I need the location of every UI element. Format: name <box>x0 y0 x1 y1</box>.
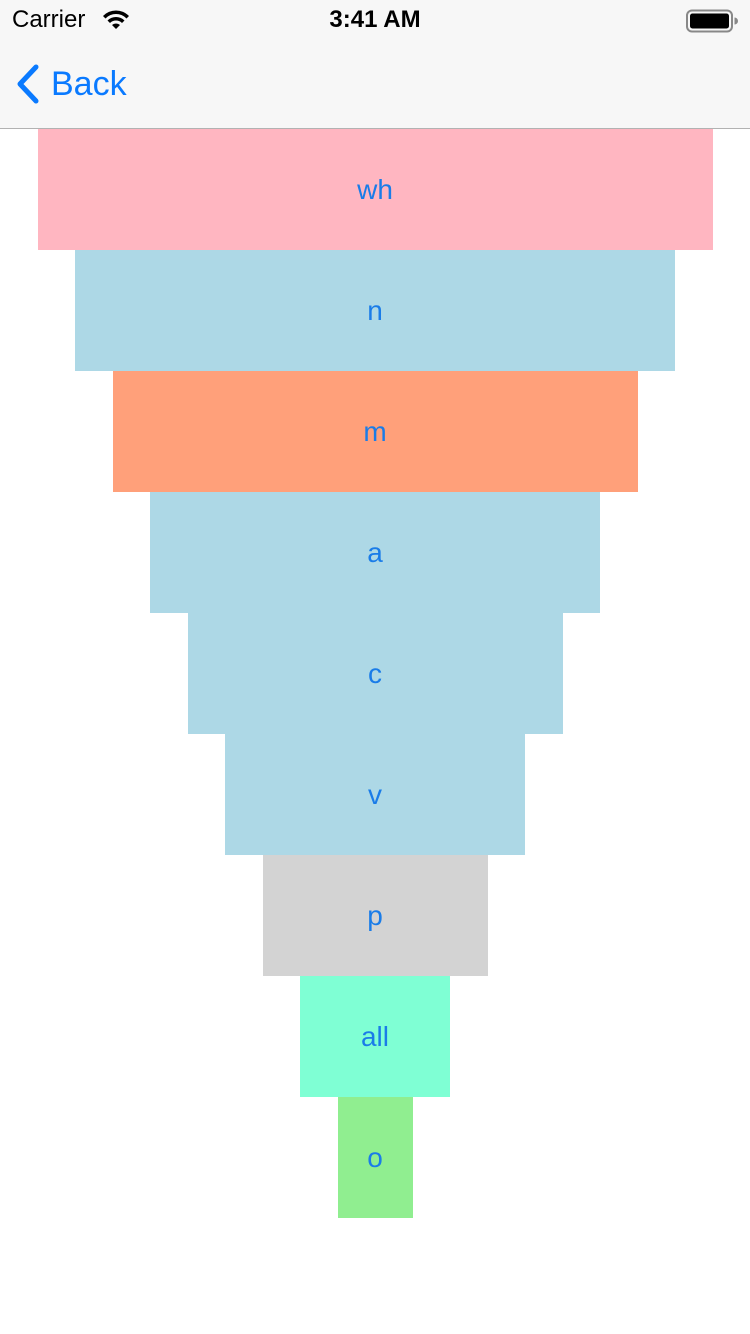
back-label: Back <box>51 65 127 103</box>
chevron-left-icon <box>17 64 39 104</box>
funnel-step-v[interactable]: v <box>225 734 525 855</box>
navigation-bar: Back <box>0 40 750 129</box>
funnel-step-wh[interactable]: wh <box>37 129 713 250</box>
funnel-step-p[interactable]: p <box>262 855 488 976</box>
status-bar: Carrier 3:41 AM <box>0 0 750 40</box>
funnel-step-o[interactable]: o <box>337 1097 413 1218</box>
wifi-icon <box>103 10 129 29</box>
status-time: 3:41 AM <box>329 6 421 33</box>
carrier-label: Carrier <box>12 6 86 33</box>
funnel-step-n[interactable]: n <box>75 250 675 371</box>
funnel-step-all[interactable]: all <box>300 976 450 1097</box>
back-button[interactable]: Back <box>14 62 127 106</box>
funnel-step-m[interactable]: m <box>112 371 638 492</box>
funnel-step-a[interactable]: a <box>150 492 600 613</box>
battery-full-icon <box>686 9 738 33</box>
funnel-step-c[interactable]: c <box>187 613 563 734</box>
